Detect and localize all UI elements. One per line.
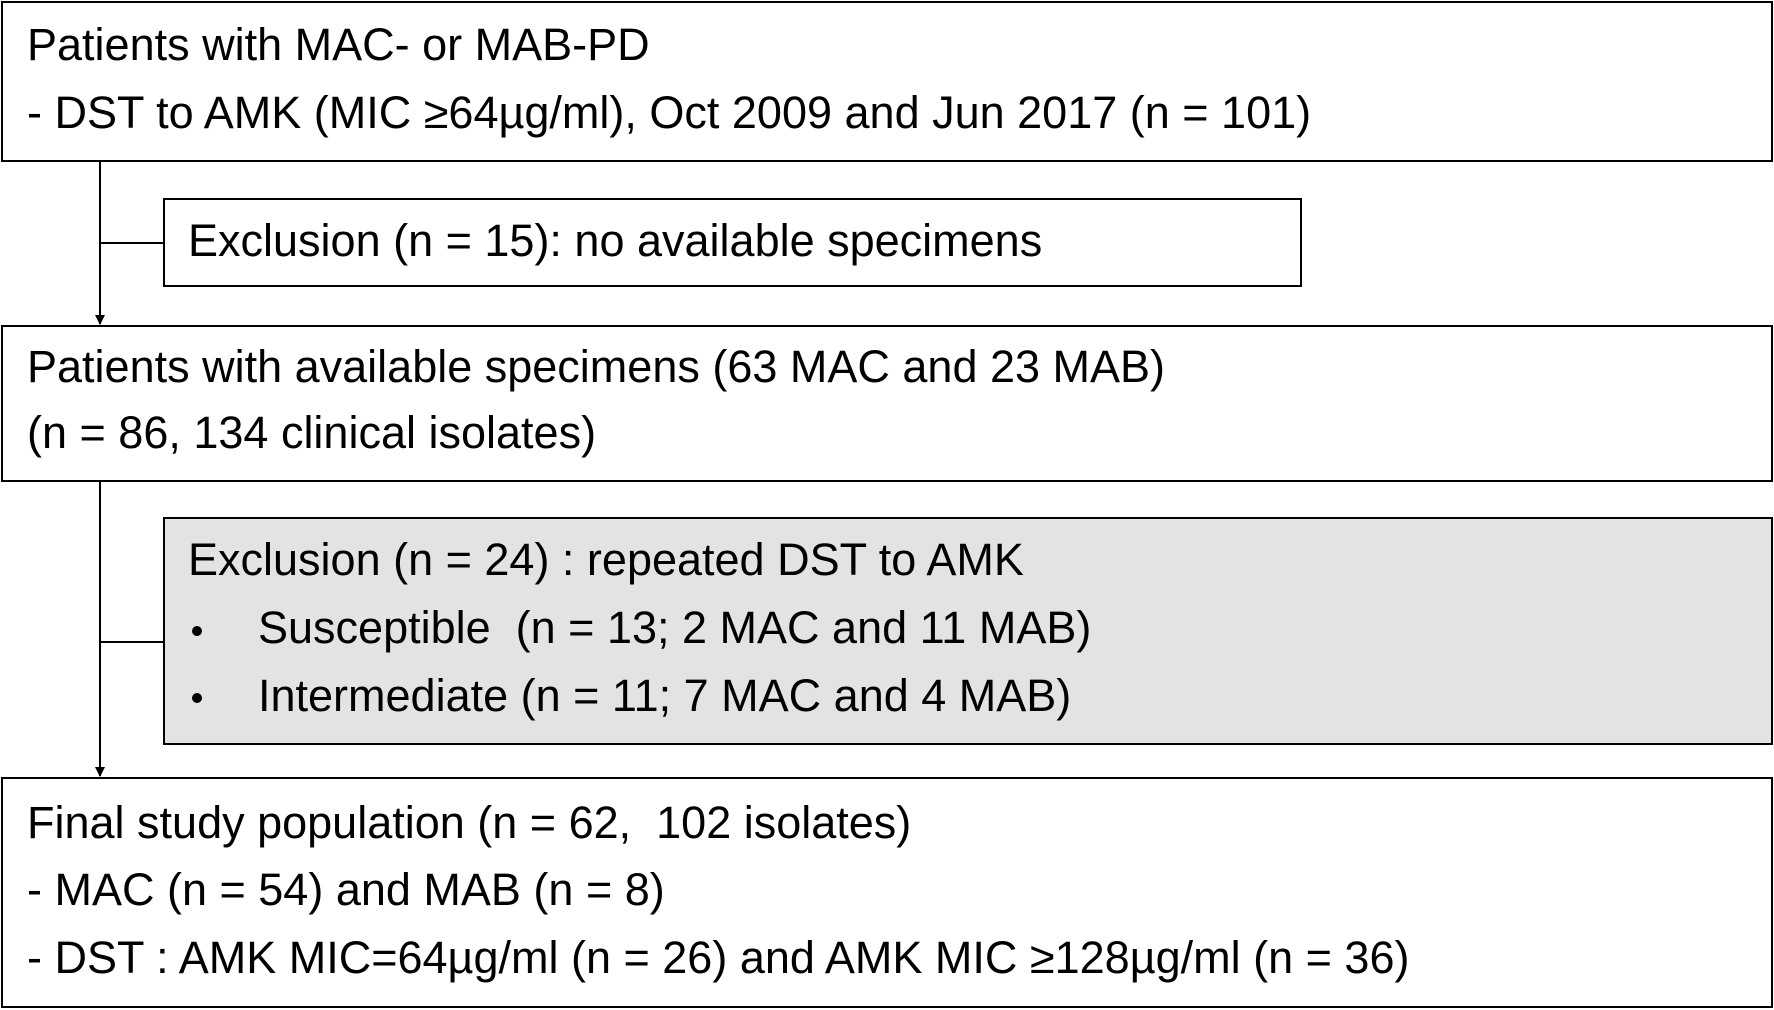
bullet (192, 626, 202, 636)
node-text: - MAC (n = 54) and MAB (n = 8) (27, 864, 665, 915)
node-text: Patients with MAC- or MAB-PD (27, 19, 650, 70)
node-text: Patients with available specimens (63 MA… (27, 341, 1165, 392)
node-text: Exclusion (n = 15): no available specime… (188, 215, 1042, 266)
box (1, 1, 1773, 162)
exclusion-box (163, 198, 1302, 287)
node-text: - DST to AMK (MIC ≥64µg/ml), Oct 2009 an… (27, 87, 1311, 138)
node-text: - DST : AMK MIC=64µg/ml (n = 26) and AMK… (27, 932, 1409, 983)
node-text: (n = 86, 134 clinical isolates) (27, 407, 596, 458)
exclusion-box (163, 517, 1773, 745)
node-text: Exclusion (n = 24) : repeated DST to AMK (188, 534, 1024, 585)
node-text: Final study population (n = 62, 102 isol… (27, 797, 911, 848)
node-text: Susceptible (n = 13; 2 MAC and 11 MAB) (258, 602, 1091, 653)
box (1, 325, 1773, 482)
box (1, 777, 1773, 1008)
node-text: Intermediate (n = 11; 7 MAC and 4 MAB) (258, 670, 1071, 721)
bullet (192, 693, 202, 703)
